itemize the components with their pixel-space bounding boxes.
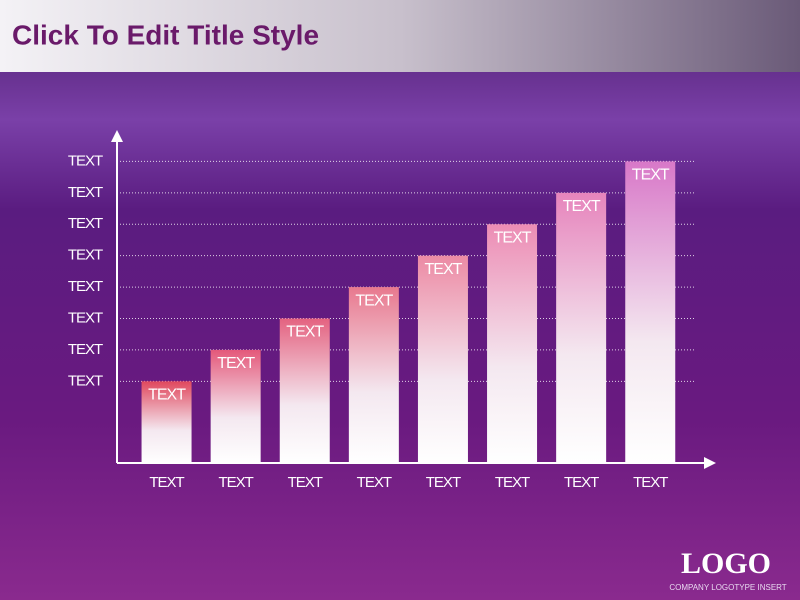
x-tick-label: TEXT: [288, 474, 323, 491]
y-arrow: [111, 130, 123, 142]
value-label: TEXT: [286, 324, 324, 341]
bar: [141, 381, 192, 463]
y-tick-label: TEXT: [68, 215, 103, 232]
value-label: TEXT: [148, 387, 186, 404]
logo-tagline: COMPANY LOGOTYPE INSERT: [669, 583, 786, 592]
x-tick-label: TEXT: [495, 474, 530, 491]
value-label: TEXT: [217, 355, 255, 372]
x-arrow: [704, 457, 716, 469]
value-label: TEXT: [494, 229, 532, 246]
title-band: [0, 0, 800, 72]
y-tick-label: TEXT: [68, 341, 103, 358]
x-tick-label: TEXT: [633, 474, 668, 491]
value-label: TEXT: [355, 292, 393, 309]
x-tick-label: TEXT: [149, 474, 184, 491]
bar: [348, 287, 399, 463]
bar: [556, 192, 607, 463]
y-tick-label: TEXT: [68, 247, 103, 264]
chart-title: Click To Edit Title Style: [12, 19, 319, 50]
y-tick-label: TEXT: [68, 372, 103, 389]
logo: LOGO: [681, 547, 771, 580]
y-tick-label: TEXT: [68, 152, 103, 169]
x-tick-label: TEXT: [564, 474, 599, 491]
bar: [417, 255, 468, 463]
value-label: TEXT: [425, 261, 463, 278]
bar: [625, 161, 676, 463]
y-tick-label: TEXT: [68, 309, 103, 326]
x-tick-label: TEXT: [426, 474, 461, 491]
bar: [487, 224, 538, 463]
value-label: TEXT: [563, 198, 601, 215]
value-label: TEXT: [632, 167, 670, 184]
x-tick-label: TEXT: [218, 474, 253, 491]
y-tick-label: TEXT: [68, 278, 103, 295]
x-tick-label: TEXT: [357, 474, 392, 491]
bar: [210, 349, 261, 463]
bar: [279, 318, 330, 463]
y-tick-label: TEXT: [68, 184, 103, 201]
